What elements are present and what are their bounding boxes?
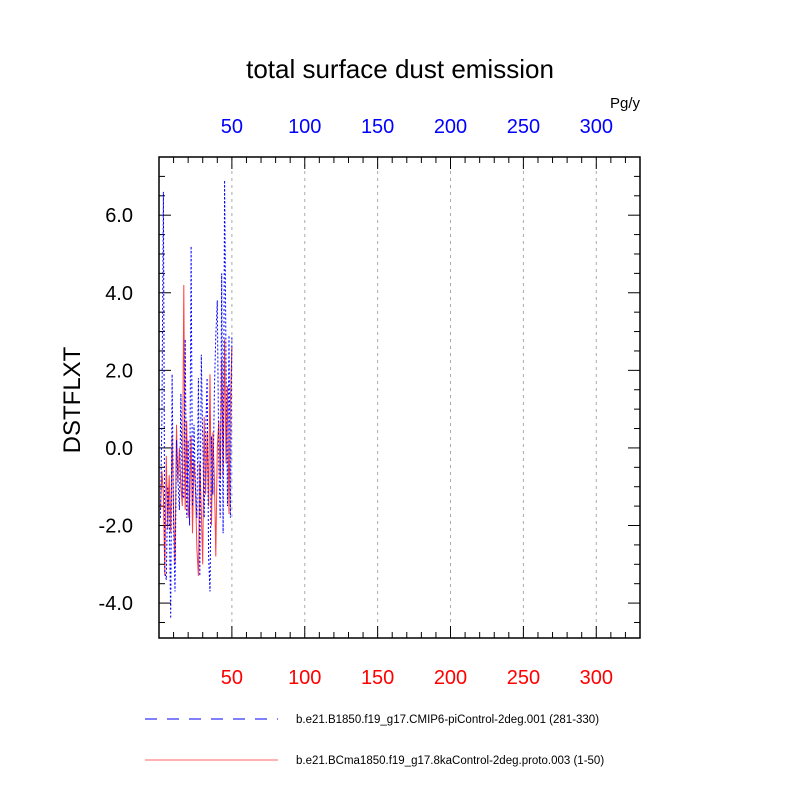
x-tick-label-top: 250	[507, 116, 540, 138]
x-tick-label-bottom: 250	[507, 667, 540, 689]
x-tick-label-bottom: 100	[288, 667, 321, 689]
series-line	[160, 284, 233, 576]
y-tick-label: -2.0	[99, 516, 133, 538]
x-tick-label-top: 200	[434, 116, 467, 138]
series-layer	[160, 180, 233, 619]
plot-frame	[158, 156, 641, 639]
axis-ticks	[159, 157, 641, 638]
x-tick-label-top: 50	[221, 116, 243, 138]
tick-labels: 50 50 100 100 150 150 200 200 250 250 300 300 -4.0 -2…	[99, 116, 613, 689]
legend-label: b.e21.B1850.f19_g17.CMIP6-piControl-2deg…	[296, 714, 599, 726]
chart-title: total surface dust emission	[246, 54, 554, 84]
x-tick-label-bottom: 300	[580, 667, 613, 689]
y-tick-label: 6.0	[105, 205, 133, 227]
legend-label: b.e21.BCma1850.f19_g17.8kaControl-2deg.p…	[296, 755, 604, 767]
x-tick-label-bottom: 50	[221, 667, 243, 689]
legend: b.e21.B1850.f19_g17.CMIP6-piControl-2deg…	[145, 714, 604, 767]
x-tick-label-top: 150	[361, 116, 394, 138]
y-tick-label: -4.0	[99, 593, 133, 615]
x-tick-label-bottom: 150	[361, 667, 394, 689]
x-tick-label-top: 300	[580, 116, 613, 138]
y-tick-label: 0.0	[105, 438, 133, 460]
series-line	[160, 180, 233, 619]
y-tick-label: 2.0	[105, 360, 133, 382]
y-axis-label: DSTFLXT	[59, 346, 86, 453]
units-label: Pg/y	[610, 95, 641, 112]
y-tick-label: 4.0	[105, 283, 133, 305]
x-tick-label-top: 100	[288, 116, 321, 138]
x-tick-label-bottom: 200	[434, 667, 467, 689]
grid-lines	[231, 157, 597, 638]
